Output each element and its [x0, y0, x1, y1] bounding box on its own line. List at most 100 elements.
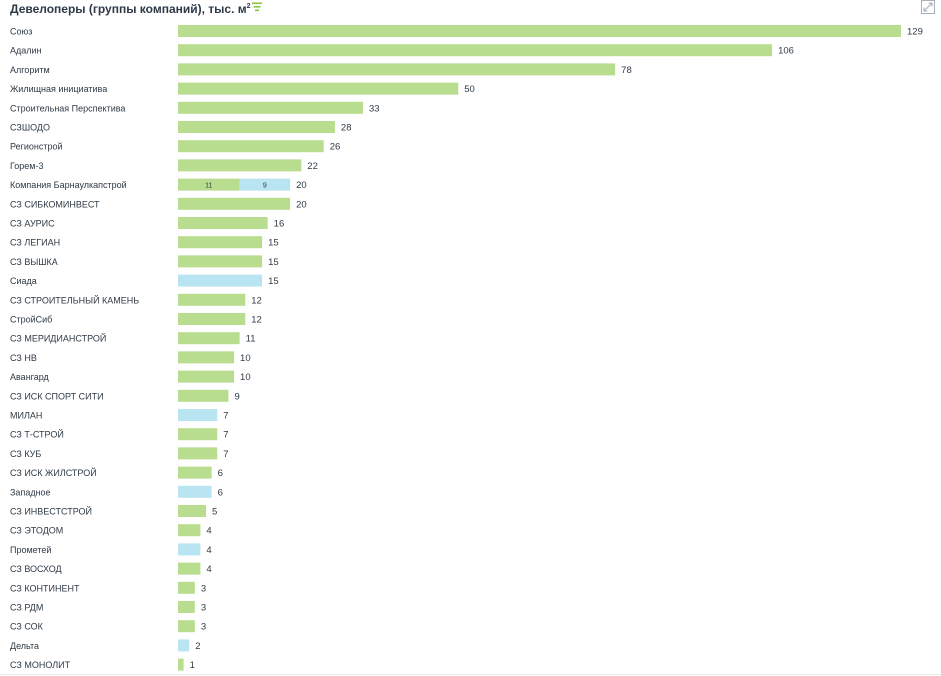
- bar-value-label: 9: [234, 391, 239, 402]
- bar-value-label: 3: [201, 603, 206, 614]
- bar-value-label: 50: [464, 84, 475, 95]
- category-label: СЗ ИСК СПОРТ СИТИ: [10, 391, 104, 401]
- bar-value-label: 1: [190, 660, 195, 671]
- bar-segment: [178, 274, 263, 287]
- bar-value-label: 78: [621, 65, 632, 76]
- bar-value-label: 28: [341, 123, 352, 134]
- category-label: Адалин: [10, 46, 42, 56]
- bar-segment: [178, 601, 195, 613]
- bar-segment: [178, 620, 195, 633]
- category-label: Жилищная инициатива: [10, 84, 107, 94]
- category-label: СЗ СИБКОМИНВЕСТ: [10, 199, 100, 209]
- category-label: Авангард: [10, 372, 50, 382]
- bar-value-label: 3: [201, 583, 206, 594]
- bar-segment: [178, 351, 235, 364]
- bar-value-label: 10: [240, 353, 251, 364]
- bar-segment: [178, 639, 190, 652]
- bar-value-label: 11: [246, 334, 256, 345]
- bar-segment: [178, 447, 218, 460]
- bar-value-label: 7: [223, 430, 228, 441]
- bar-value-label: 6: [218, 468, 223, 479]
- bar-value-label: 20: [296, 180, 307, 191]
- bar-segment: [178, 82, 459, 95]
- category-label: Горем-3: [10, 161, 43, 171]
- bar-value-label: 129: [907, 27, 923, 38]
- bar-segment: [178, 217, 268, 229]
- bar-value-label: 2: [195, 641, 200, 652]
- category-label: СЗ ИНВЕСТСТРОЙ: [10, 506, 92, 517]
- category-label: Союз: [10, 27, 32, 37]
- sort-icon[interactable]: [251, 1, 263, 13]
- category-label: СЗ НВ: [10, 353, 37, 363]
- category-label: СЗ РДМ: [10, 603, 43, 613]
- bar-segment: [178, 178, 240, 191]
- bar-value-label: 4: [206, 545, 211, 556]
- category-label: СЗ ВОСХОД: [10, 564, 62, 574]
- bar-value-label: 20: [296, 199, 307, 210]
- category-label: СЗ ЛЕГИАН: [10, 238, 60, 248]
- bar-segment: [178, 197, 291, 210]
- bar-value-label: 26: [330, 142, 341, 153]
- bar-segment: [178, 581, 195, 594]
- bottom-divider: [0, 674, 941, 675]
- bar-segment: [178, 543, 201, 556]
- category-label: СЗ ИСК ЖИЛСТРОЙ: [10, 467, 97, 478]
- category-label: СЗ АУРИС: [10, 219, 55, 229]
- category-label: СЗ ЭТОДОМ: [10, 526, 63, 536]
- bar-segment: [178, 466, 212, 479]
- category-label: Прометей: [10, 545, 51, 555]
- bar-value-label: 12: [251, 295, 262, 306]
- category-label: Регионстрой: [10, 142, 63, 152]
- bar-value-label: 22: [307, 161, 318, 172]
- category-label: СЗ КОНТИНЕНТ: [10, 583, 80, 593]
- bar-value-label: 4: [206, 564, 211, 575]
- category-label: СЗ Т-СТРОЙ: [10, 429, 64, 440]
- bar-segment: [178, 370, 235, 383]
- bar-segment: [178, 485, 212, 498]
- bar-segment: [178, 409, 218, 421]
- bar-segment: [178, 562, 201, 575]
- bar-segment: [178, 140, 324, 153]
- bar-value-label: 5: [212, 507, 217, 518]
- bar-segment: [239, 178, 291, 191]
- category-label: Компания Барнаулкапстрой: [10, 180, 127, 190]
- bar-segment: [178, 293, 246, 306]
- bar-segment: [178, 63, 616, 76]
- bar-value-label: 7: [223, 411, 228, 422]
- bar-segment: [178, 101, 363, 114]
- bar-value-label: 4: [206, 526, 211, 537]
- bar-value-label: 33: [369, 103, 380, 114]
- bar-value-label: 106: [778, 46, 794, 57]
- category-label: СЗ СТРОИТЕЛЬНЫЙ КАМЕНЬ: [10, 294, 139, 305]
- bar-value-label: 7: [223, 449, 228, 460]
- segment-value-label: 11: [205, 183, 212, 190]
- bar-value-label: 3: [201, 622, 206, 633]
- category-label: СЗ МОНОЛИТ: [10, 660, 71, 670]
- expand-icon[interactable]: [921, 0, 935, 14]
- category-label: Дельта: [10, 641, 39, 651]
- category-label: СЗ КУБ: [10, 449, 41, 459]
- bar-value-label: 6: [218, 487, 223, 498]
- bar-value-label: 15: [268, 238, 279, 249]
- bar-segment: [178, 121, 335, 133]
- category-label: МИЛАН: [10, 411, 42, 421]
- bar-segment: [178, 236, 263, 249]
- bar-value-label: 10: [240, 372, 251, 383]
- bar-value-label: 12: [251, 315, 262, 326]
- bar-segment: [178, 428, 218, 441]
- bar-segment: [178, 332, 240, 345]
- category-label: Западное: [10, 487, 51, 497]
- chart-title-superscript: 2: [246, 3, 251, 10]
- bar-value-label: 16: [274, 219, 285, 230]
- bar-segment: [178, 658, 184, 671]
- category-label: СЗ СОК: [10, 622, 44, 632]
- bar-segment: [178, 25, 901, 37]
- category-label: СЗШОДО: [10, 123, 50, 133]
- bar-segment: [178, 389, 229, 402]
- bar-value-label: 15: [268, 276, 279, 287]
- chart-title-text: Девелоперы (группы компаний), тыс. м: [10, 2, 247, 16]
- category-label: СтройСиб: [10, 315, 52, 325]
- segment-value-label: 9: [263, 183, 267, 190]
- chart-title: Девелоперы (группы компаний), тыс. м2: [10, 2, 251, 16]
- bar-segment: [178, 505, 207, 517]
